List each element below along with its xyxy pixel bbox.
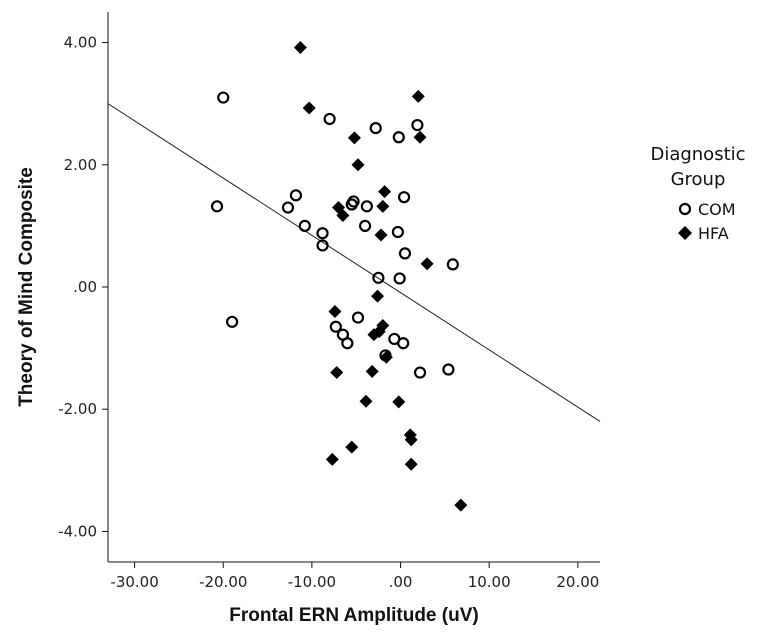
- point-hfa: [370, 289, 384, 303]
- x-tick-label: .00: [389, 573, 413, 591]
- point-com: [413, 366, 427, 379]
- legend-title-line1: Diagnostic: [650, 144, 745, 165]
- point-hfa: [411, 89, 425, 103]
- point-com: [391, 225, 404, 239]
- x-tick-label: 20.00: [556, 573, 599, 591]
- x-ticks: -30.00 -20.00 -10.00 .00 10.00 20.00: [110, 562, 599, 591]
- x-tick-label: 10.00: [468, 573, 511, 591]
- point-hfa: [367, 328, 381, 342]
- point-com: [446, 258, 459, 271]
- point-hfa: [336, 209, 350, 222]
- point-com: [398, 247, 412, 260]
- point-com: [411, 118, 424, 132]
- legend-title-line2: Group: [671, 169, 726, 190]
- point-hfa: [365, 364, 379, 378]
- point-com: [341, 337, 354, 350]
- point-com: [369, 122, 382, 135]
- x-tick-label: -10.00: [288, 573, 336, 591]
- point-com: [397, 337, 410, 350]
- point-hfa: [328, 304, 342, 318]
- point-hfa: [392, 395, 406, 409]
- legend-label-com: COM: [698, 200, 736, 219]
- y-axis-title: Theory of Mind Composite: [16, 167, 37, 407]
- point-hfa: [376, 199, 390, 213]
- y-tick-label: -2.00: [58, 400, 97, 418]
- point-hfa: [325, 452, 339, 466]
- point-hfa: [420, 257, 434, 271]
- point-hfa: [404, 433, 418, 447]
- point-com: [323, 112, 336, 126]
- point-com: [316, 239, 329, 252]
- y-tick-label: 2.00: [64, 156, 97, 174]
- y-tick-label: -4.00: [58, 522, 97, 540]
- point-com: [392, 131, 405, 144]
- legend-marker-com: [678, 202, 692, 216]
- point-com: [226, 315, 239, 328]
- point-com: [210, 200, 224, 213]
- point-com: [397, 191, 411, 204]
- point-hfa: [374, 228, 388, 242]
- point-hfa: [345, 440, 359, 454]
- point-hfa: [293, 40, 307, 54]
- point-hfa: [351, 158, 365, 172]
- point-com: [316, 227, 329, 240]
- point-hfa: [330, 366, 344, 380]
- point-com: [281, 201, 295, 214]
- point-com: [289, 189, 303, 202]
- point-hfa: [404, 457, 418, 471]
- point-com: [217, 91, 230, 104]
- point-com: [329, 320, 342, 333]
- point-hfa: [378, 185, 392, 199]
- fit-line: [107, 103, 601, 422]
- y-tick-label: .00: [73, 278, 97, 296]
- x-tick-label: -20.00: [199, 573, 247, 591]
- x-tick-label: -30.00: [110, 573, 158, 591]
- legend-marker-hfa: [678, 226, 692, 240]
- point-com: [372, 271, 385, 284]
- point-com: [351, 311, 365, 324]
- y-ticks: 4.00 2.00 .00 -2.00 -4.00: [58, 34, 108, 540]
- point-com: [345, 198, 358, 211]
- point-com: [298, 219, 311, 232]
- point-com: [393, 272, 406, 285]
- point-com: [442, 363, 455, 376]
- point-hfa: [379, 350, 393, 364]
- point-hfa: [413, 130, 427, 144]
- point-hfa: [347, 131, 361, 145]
- data-points: [210, 40, 468, 512]
- point-hfa: [359, 394, 373, 408]
- legend: Diagnostic Group COM HFA: [650, 144, 745, 243]
- point-hfa: [454, 498, 468, 512]
- legend-label-hfa: HFA: [698, 224, 729, 243]
- y-tick-label: 4.00: [64, 34, 97, 52]
- axes: -30.00 -20.00 -10.00 .00 10.00 20.00 4.00 2.00…: [58, 12, 600, 591]
- point-com: [360, 200, 373, 213]
- point-hfa: [302, 101, 316, 115]
- x-axis-title: Frontal ERN Amplitude (uV): [229, 605, 478, 626]
- point-com: [358, 219, 372, 232]
